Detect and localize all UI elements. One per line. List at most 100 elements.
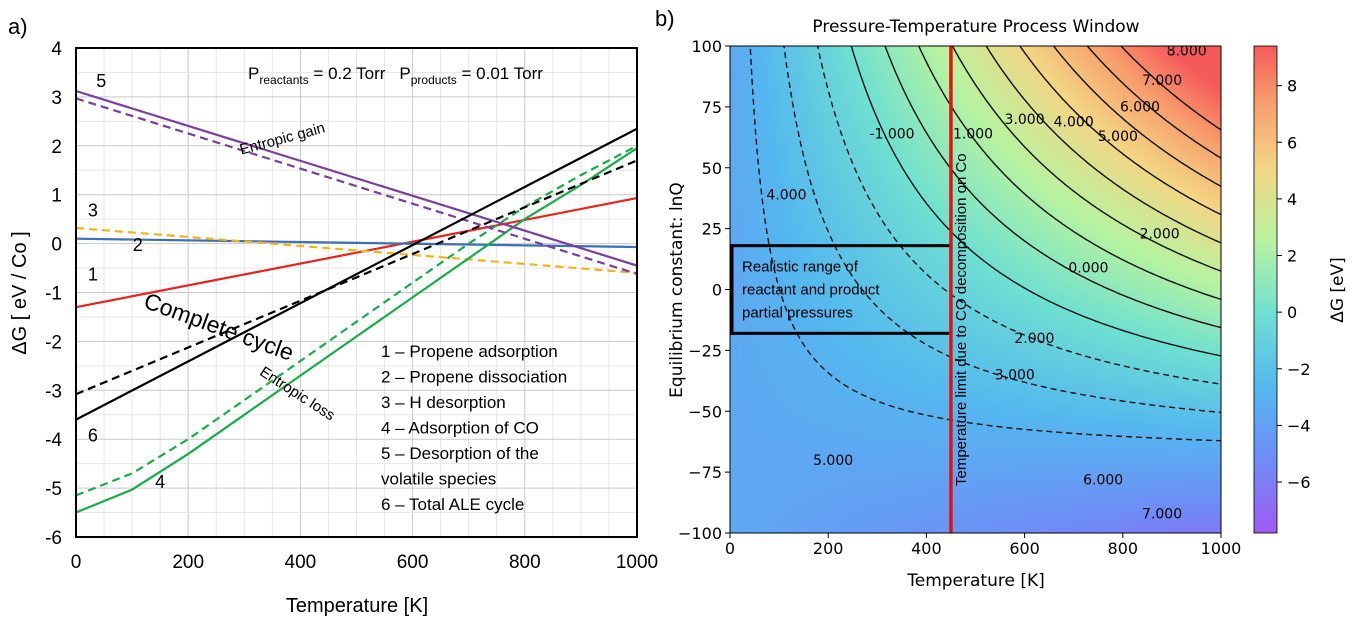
panel-a: a) 0 200 400 600 800 1000 -6 -5 -4 -3 -2 -1 0 1 2 3 4 5 3…: [8, 14, 658, 617]
y-tick-label: -4: [45, 430, 62, 451]
colorbar-ticks: 8 6 4 2 0 −2 −4 −6: [1277, 77, 1311, 492]
y-tick-label: 1: [51, 186, 62, 207]
box-text-line: Realistic range of: [742, 259, 859, 276]
series-line-4d: [76, 144, 637, 497]
contour-label: 3.000: [1005, 112, 1045, 128]
box-text-line: reactant and product: [742, 282, 880, 299]
series-line-3: [76, 226, 637, 274]
annotation: Entropic gain: [238, 119, 327, 158]
contour-line: [783, 46, 1221, 414]
contour-label: 1.000: [953, 127, 993, 143]
y-tick-label: −25: [688, 341, 722, 360]
colorbar-tick-label: −2: [1287, 360, 1311, 379]
legend-entry: 3 – H desorption: [381, 393, 506, 412]
panel-b-contour-labels: 8.0007.0006.0005.0004.0003.0001.000-1.00…: [766, 46, 1206, 522]
x-tick-label: 400: [911, 539, 942, 558]
colorbar-tick-label: −6: [1287, 473, 1311, 492]
contour-label: -1.000: [869, 127, 914, 143]
box-text-line: partial pressures: [742, 305, 853, 322]
series-line-5d: [76, 97, 637, 275]
panel-a-xlabel: Temperature [K]: [286, 595, 428, 617]
legend-entry: 1 – Propene adsorption: [381, 342, 558, 361]
colorbar-tick-label: 4: [1287, 190, 1297, 209]
x-tick-label: 800: [509, 552, 541, 573]
panel-a-ylabel: ΔG [ eV / Co ]: [9, 231, 31, 354]
panel-b-ylabel: Equilibrium constant: lnQ: [667, 182, 687, 398]
colorbar-tick-label: −4: [1287, 416, 1311, 435]
y-tick-label: 50: [702, 159, 722, 178]
line-label: 1: [88, 264, 98, 284]
contour-label: 6.000: [1120, 100, 1160, 116]
panel-b-ticks: 0 200 400 600 800 1000 100 75 50 25 0 −25 −50 −75 −100: [678, 37, 1241, 558]
contour-line: [1120, 46, 1221, 131]
y-tick-label: −75: [688, 463, 722, 482]
legend-entry: 2 – Propene dissociation: [381, 368, 567, 387]
y-tick-label: 2: [51, 137, 62, 158]
panel-a-line-labels: 5 3 2 1 6 4: [88, 71, 165, 492]
colorbar-tick-label: 8: [1287, 77, 1297, 96]
x-tick-label: 800: [1108, 539, 1139, 558]
contour-label: 4.000: [1054, 114, 1094, 130]
contour-line: [951, 46, 1221, 272]
series-line-6: [76, 127, 637, 421]
contour-line: [749, 46, 1221, 442]
y-tick-label: 0: [712, 281, 722, 300]
contour-line: [985, 46, 1221, 244]
contour-line: [1086, 46, 1221, 159]
contour-label: 6.000: [1083, 472, 1123, 488]
panel-b-label: b): [655, 6, 675, 31]
panel-b-xlabel: Temperature [K]: [906, 571, 1045, 591]
contour-line: [1053, 46, 1221, 188]
x-tick-label: 200: [813, 539, 844, 558]
annotation: Complete cycle: [141, 287, 298, 365]
x-tick-label: 600: [397, 552, 429, 573]
colorbar-tick-label: 2: [1287, 247, 1297, 266]
contour-label: 4.000: [766, 187, 806, 203]
x-tick-label: 200: [172, 552, 204, 573]
panel-a-ticks: 0 200 400 600 800 1000 -6 -5 -4 -3 -2 -1 0 1 2 3 4: [45, 39, 658, 573]
y-tick-label: -1: [45, 284, 62, 305]
panel-a-frame: [75, 47, 638, 538]
panel-b-plot: 8.0007.0006.0005.0004.0003.0001.000-1.00…: [706, 46, 1221, 533]
contour-label: 7.000: [1142, 73, 1182, 89]
series-line-6d: [76, 159, 637, 396]
heatmap-container: [730, 46, 1221, 533]
panel-b-contours: [706, 46, 1221, 442]
contour-line: [884, 46, 1221, 329]
x-tick-label: 1000: [616, 552, 658, 573]
heatmap-canvas: [730, 46, 1221, 533]
y-tick-label: -2: [45, 332, 62, 353]
x-tick-label: 0: [725, 539, 735, 558]
contour-line: [816, 46, 1221, 385]
temperature-limit-line: Temperature limit due to CO decompositio…: [949, 46, 970, 533]
line-label: 5: [96, 71, 106, 91]
y-tick-label: −100: [678, 524, 722, 543]
panel-b-title: Pressure-Temperature Process Window: [812, 17, 1139, 37]
panel-a-grid: [75, 47, 638, 538]
y-tick-label: 0: [51, 235, 62, 256]
series-line-5: [76, 89, 637, 267]
contour-label: 2.000: [1014, 331, 1054, 347]
y-tick-label: 100: [691, 37, 722, 56]
colorbar-tick-label: 0: [1287, 303, 1297, 322]
y-tick-label: 3: [51, 88, 62, 109]
line-label: 4: [155, 472, 165, 492]
contour-label: 5.000: [813, 453, 853, 469]
y-tick-label: −50: [688, 402, 722, 421]
limit-line-label: Temperature limit due to CO decompositio…: [953, 153, 970, 486]
y-tick-label: -5: [45, 479, 62, 500]
realistic-range-box: Realistic range of reactant and product pa…: [730, 244, 953, 335]
panel-a-label: a): [8, 14, 28, 39]
x-tick-label: 600: [1009, 539, 1040, 558]
contour-line: [918, 46, 1221, 301]
contour-line: [850, 46, 1221, 357]
y-tick-label: 75: [702, 98, 722, 117]
contour-line: [706, 46, 717, 231]
x-tick-label: 1000: [1201, 539, 1242, 558]
y-tick-label: 25: [702, 220, 722, 239]
x-tick-label: 0: [71, 552, 82, 573]
panel-a-series: [76, 89, 637, 514]
series-line-2: [76, 237, 637, 249]
legend-entry: 5 – Desorption of the: [381, 444, 539, 463]
